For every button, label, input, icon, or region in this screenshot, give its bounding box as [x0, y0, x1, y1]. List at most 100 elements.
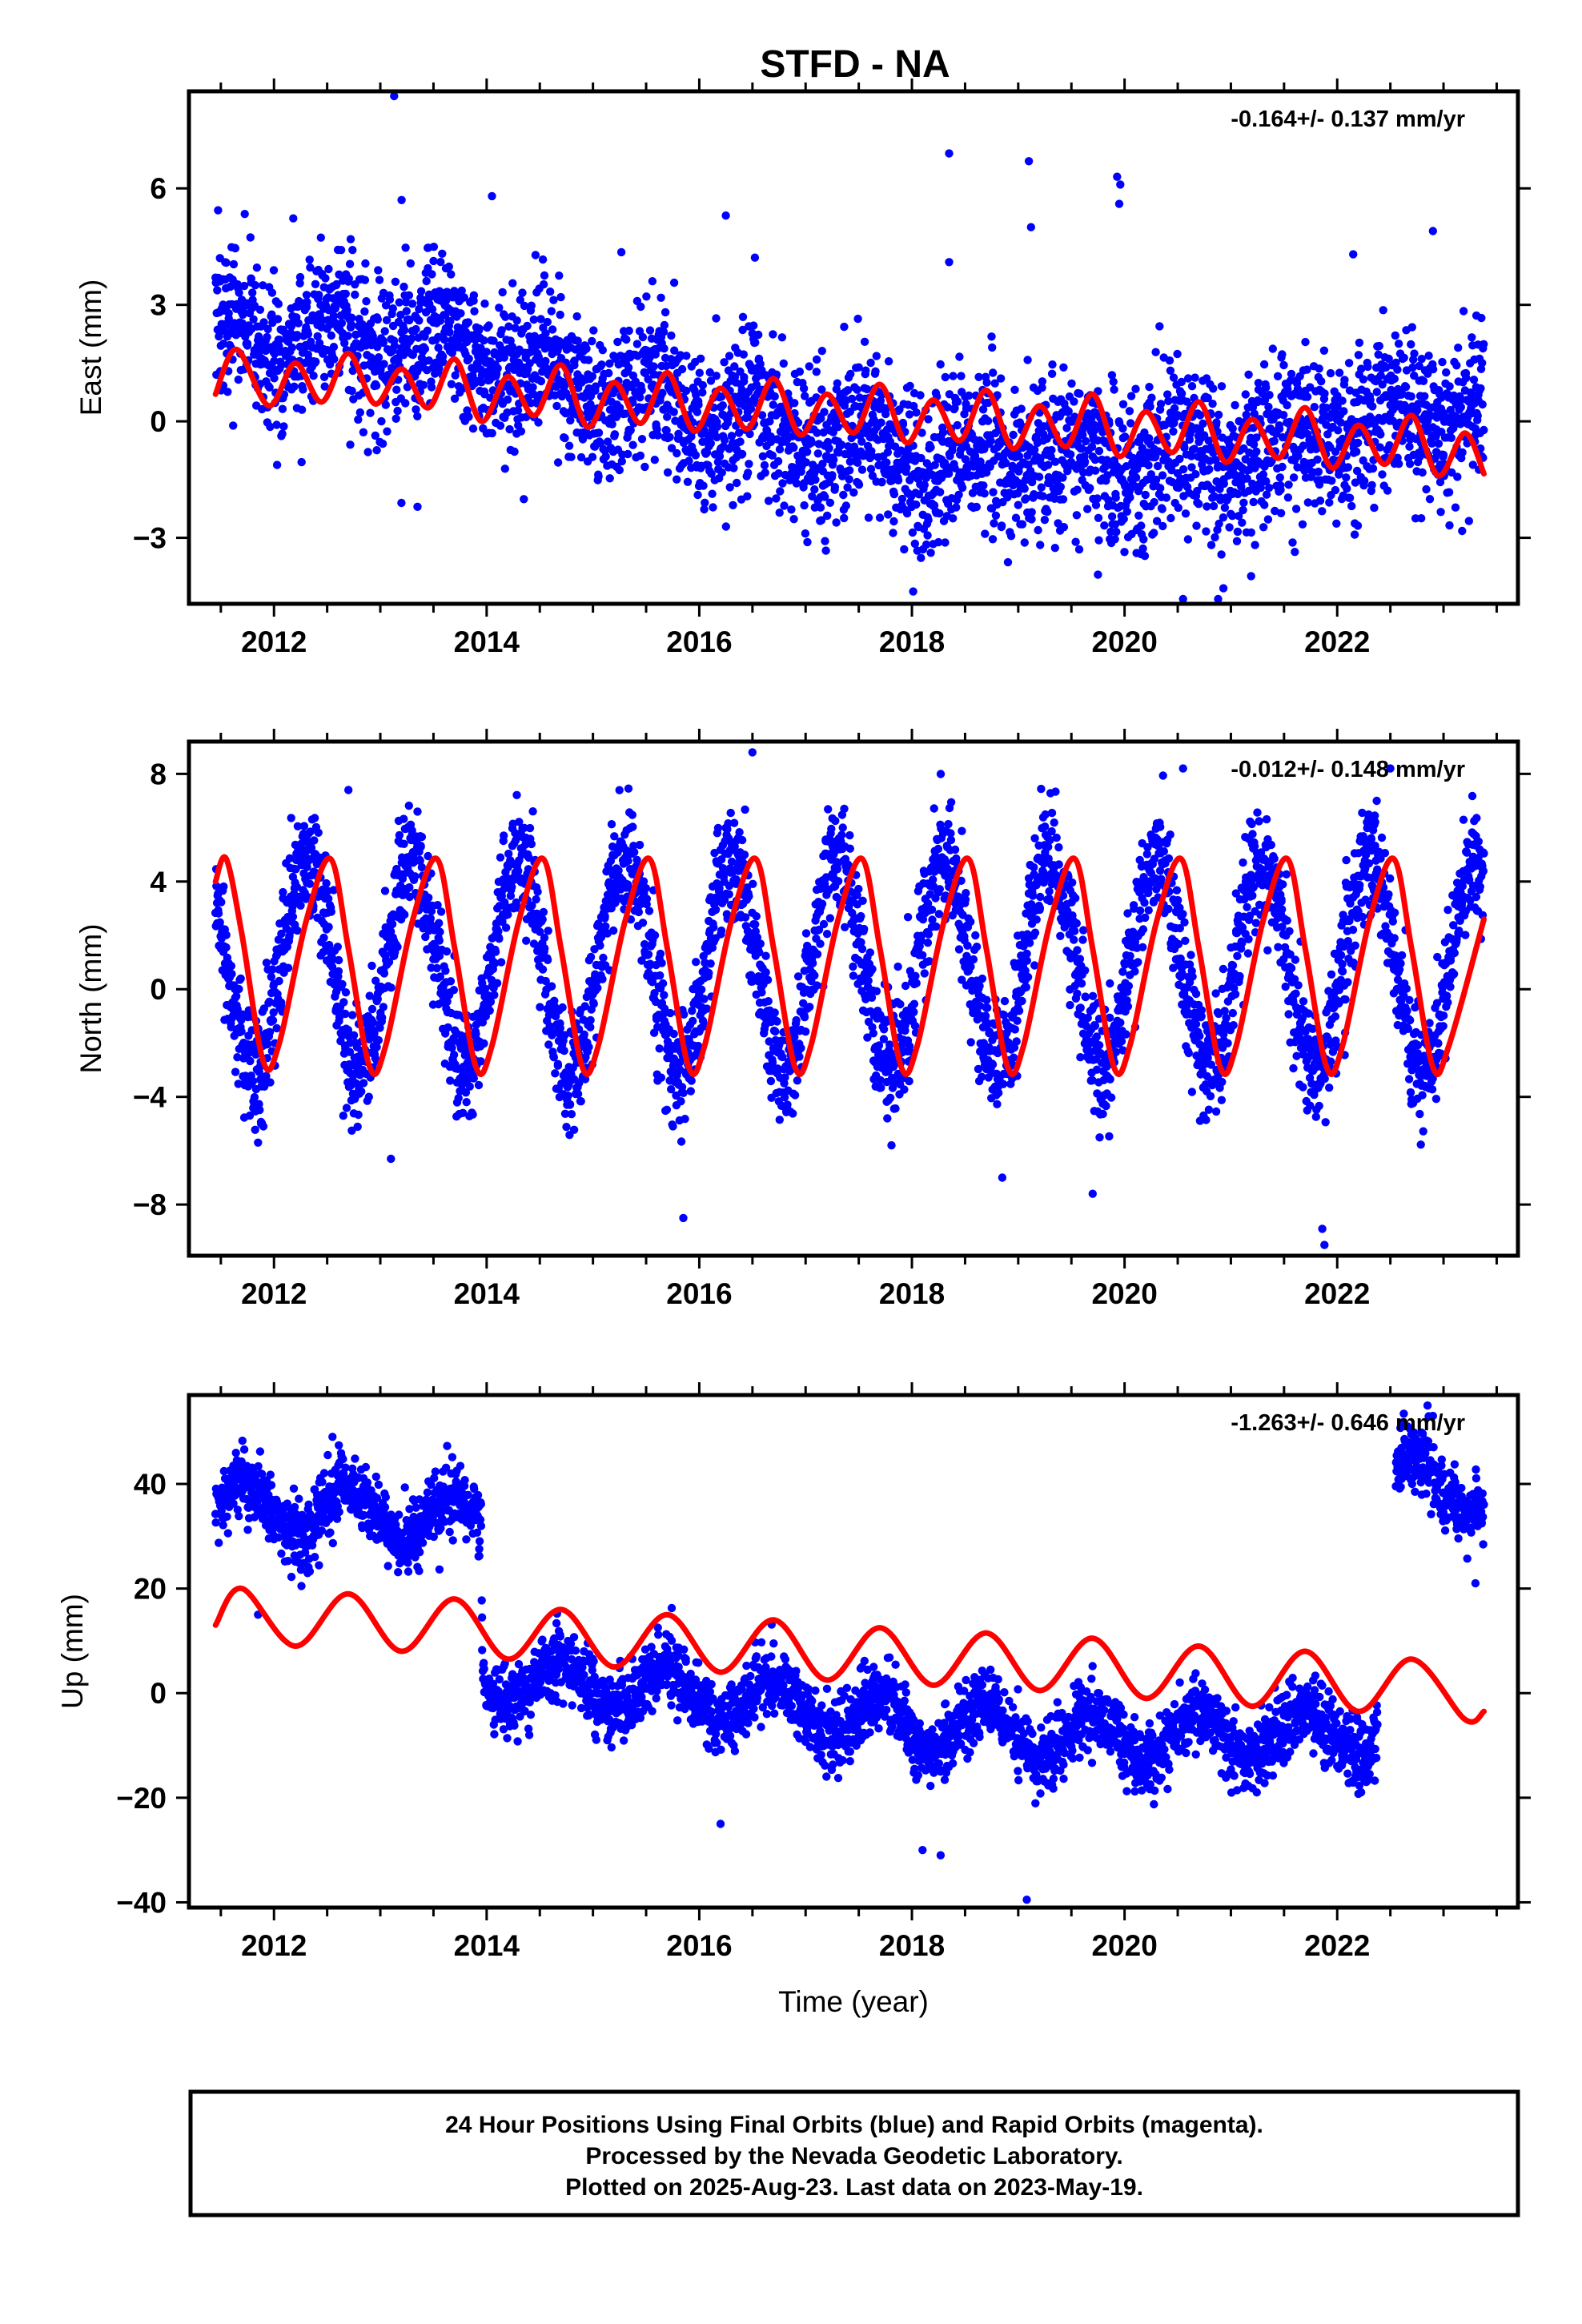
north-data-point	[658, 979, 668, 988]
east-data-point	[588, 452, 597, 461]
east-data-point	[1110, 535, 1119, 544]
east-data-point	[624, 363, 633, 372]
east-data-point	[651, 350, 660, 359]
east-data-point	[694, 400, 703, 409]
east-data-point	[475, 324, 484, 333]
north-data-point	[310, 814, 319, 822]
east-data-point	[347, 313, 356, 322]
east-data-point	[248, 288, 257, 297]
east-data-point	[1383, 486, 1392, 495]
east-data-point	[355, 408, 364, 417]
east-data-point	[1158, 505, 1166, 513]
east-data-point	[1314, 467, 1323, 476]
east-data-point	[416, 287, 426, 296]
north-data-point	[660, 991, 669, 999]
north-data-point	[642, 895, 652, 903]
north-data-point	[490, 991, 499, 999]
east-data-point	[785, 476, 794, 485]
east-data-point	[504, 380, 512, 389]
east-data-point	[637, 386, 646, 395]
east-data-point	[249, 315, 258, 324]
east-data-point	[1419, 376, 1428, 385]
east-data-point	[297, 457, 306, 467]
north-data-point	[237, 1027, 246, 1036]
east-data-point	[1363, 362, 1372, 372]
east-data-point	[294, 319, 303, 328]
east-data-point	[1340, 376, 1349, 384]
east-data-point	[697, 354, 705, 363]
east-data-point	[1313, 455, 1322, 464]
east-data-point	[375, 275, 384, 284]
east-data-point	[543, 317, 552, 327]
east-data-point	[480, 336, 488, 345]
north-data-point	[339, 1112, 347, 1120]
east-data-point	[730, 362, 739, 371]
east-data-point	[343, 306, 351, 315]
east-data-point	[1279, 411, 1288, 420]
east-data-point	[224, 314, 233, 323]
east-data-point	[751, 338, 760, 347]
east-data-point	[637, 435, 647, 444]
east-data-point	[348, 246, 357, 255]
north-data-point	[353, 1122, 362, 1132]
east-data-point	[1044, 460, 1053, 469]
east-data-point	[955, 352, 964, 361]
east-data-point	[746, 404, 756, 413]
east-data-point	[1350, 530, 1359, 539]
east-data-point	[740, 401, 749, 410]
east-outlier-point	[721, 211, 730, 220]
east-data-point	[243, 339, 252, 348]
north-data-point	[446, 977, 456, 986]
east-data-point	[295, 272, 305, 282]
east-data-point	[691, 451, 701, 460]
east-data-point	[744, 468, 753, 477]
east-data-point	[440, 335, 449, 344]
east-data-point	[626, 426, 635, 435]
east-data-point	[749, 321, 758, 330]
east-data-point	[849, 488, 858, 497]
north-data-point	[217, 898, 226, 907]
chart-title: STFD - NA	[760, 43, 950, 86]
east-data-point	[1347, 501, 1356, 511]
north-data-point	[576, 1097, 585, 1106]
east-data-point	[1109, 377, 1118, 386]
north-data-point	[432, 963, 441, 973]
east-data-point	[845, 475, 853, 484]
east-data-point	[385, 295, 395, 304]
east-data-point	[1303, 392, 1312, 401]
east-data-point	[1158, 521, 1167, 531]
east-outlier-point	[1094, 570, 1102, 579]
east-data-point	[1417, 355, 1426, 364]
east-data-point	[335, 270, 343, 279]
east-data-point	[380, 327, 389, 336]
east-data-point	[604, 368, 613, 378]
east-data-point	[497, 326, 506, 335]
east-data-point	[540, 271, 549, 280]
north-data-point	[214, 909, 223, 918]
north-data-point	[236, 974, 245, 983]
east-data-point	[229, 259, 239, 269]
east-data-point	[938, 428, 948, 437]
north-data-point	[227, 970, 236, 979]
north-data-point	[547, 982, 556, 991]
east-data-point	[813, 449, 822, 458]
north-data-point	[598, 975, 607, 983]
east-data-point	[817, 414, 825, 423]
east-data-point	[996, 374, 1006, 383]
east-data-point	[503, 408, 512, 417]
north-data-point	[267, 972, 275, 982]
north-data-point	[387, 983, 396, 992]
east-data-point	[941, 538, 950, 547]
east-data-point	[1331, 485, 1340, 495]
east-data-point	[1442, 368, 1451, 377]
east-data-point	[981, 529, 990, 538]
east-y-tick-label: 3	[150, 289, 167, 322]
east-data-point	[1199, 419, 1207, 428]
east-data-point	[1279, 360, 1288, 370]
east-data-point	[1144, 460, 1153, 470]
east-data-point	[381, 400, 390, 409]
east-data-point	[407, 334, 416, 343]
north-data-point	[411, 872, 420, 881]
east-data-point	[828, 471, 837, 480]
east-data-point	[821, 493, 829, 501]
